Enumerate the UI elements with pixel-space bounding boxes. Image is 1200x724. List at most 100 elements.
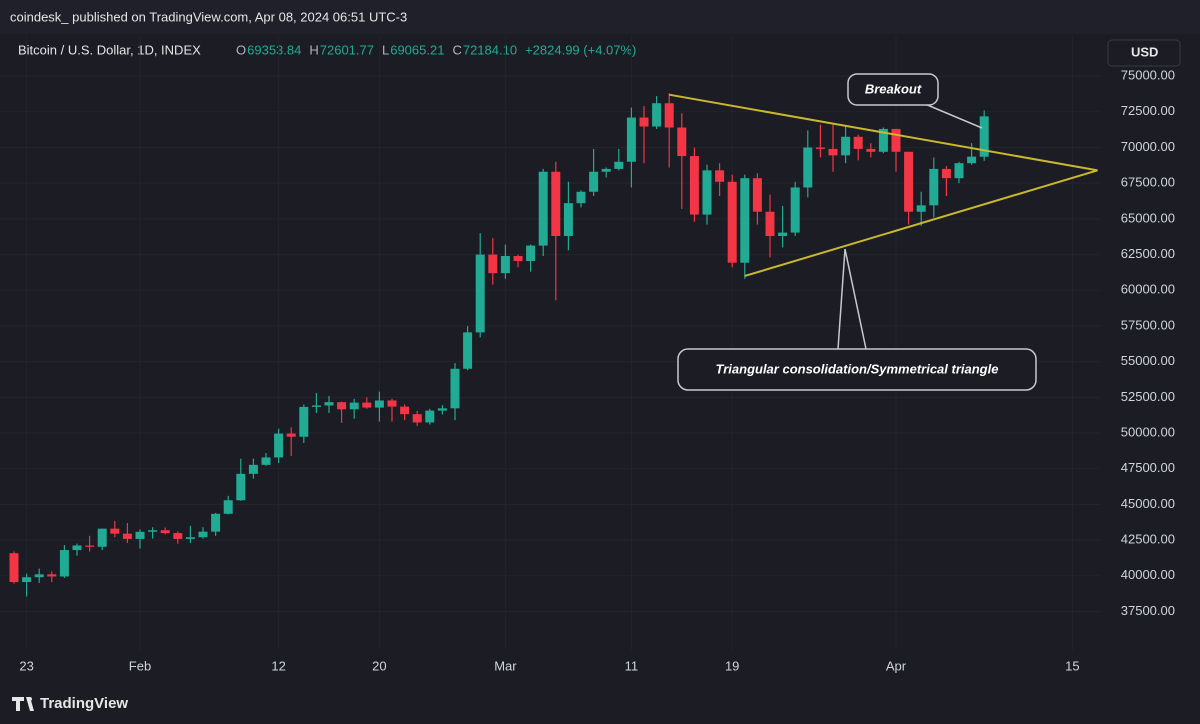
- candle-body: [400, 406, 410, 415]
- candle-body: [790, 187, 800, 233]
- ohlc-key: O: [236, 42, 246, 57]
- candle-body: [72, 545, 82, 551]
- candle-body: [815, 147, 825, 149]
- y-tick-label: 55000.00: [1121, 353, 1175, 368]
- candle-body: [198, 531, 208, 538]
- candle-body: [752, 178, 762, 212]
- candle-body: [803, 147, 813, 188]
- y-tick-label: 60000.00: [1121, 282, 1175, 297]
- y-tick-label: 52500.00: [1121, 389, 1175, 404]
- candle-body: [563, 203, 573, 237]
- candle-body: [941, 168, 951, 179]
- candle-body: [916, 205, 926, 212]
- candle-body: [122, 533, 132, 539]
- x-tick-label: 23: [19, 658, 33, 673]
- candle-body: [702, 170, 712, 215]
- candle-body: [538, 171, 548, 246]
- annotation: Breakout: [865, 81, 922, 96]
- candle-body: [677, 127, 687, 157]
- y-tick-label: 70000.00: [1121, 139, 1175, 154]
- candle-body: [639, 117, 649, 127]
- candle-body: [34, 574, 44, 578]
- trendline: [744, 169, 1098, 277]
- y-tick-label: 67500.00: [1121, 175, 1175, 190]
- ohlc-value: 69353.84: [247, 42, 301, 57]
- x-tick-label: 15: [1065, 658, 1079, 673]
- x-tick-label: Apr: [886, 658, 907, 673]
- currency: USD: [1131, 44, 1158, 59]
- candle-body: [576, 191, 586, 204]
- candle-body: [551, 171, 561, 237]
- candle-body: [727, 181, 737, 263]
- candle-body: [589, 171, 599, 192]
- candle-body: [362, 402, 372, 408]
- candle-body: [463, 332, 473, 369]
- callout-pointer: [924, 103, 983, 129]
- candle-body: [387, 400, 397, 407]
- candle-body: [85, 545, 95, 547]
- candle-body: [248, 464, 258, 474]
- candle-body: [9, 553, 19, 583]
- candle-body: [211, 513, 221, 532]
- y-tick-label: 72500.00: [1121, 103, 1175, 118]
- ohlc-value: 72601.77: [320, 42, 374, 57]
- candle-body: [22, 577, 32, 583]
- y-tick-label: 47500.00: [1121, 460, 1175, 475]
- trendline: [669, 93, 1098, 172]
- candle-body: [652, 103, 662, 127]
- candle-body: [828, 148, 838, 156]
- candle-body: [866, 148, 876, 152]
- candle-body: [778, 232, 788, 237]
- y-tick-label: 37500.00: [1121, 603, 1175, 618]
- candle-body: [513, 255, 523, 261]
- candle-body: [500, 255, 510, 274]
- candle-body: [173, 533, 183, 539]
- candle-body: [967, 156, 977, 164]
- x-tick-label: Feb: [129, 658, 151, 673]
- symbol: Bitcoin / U.S. Dollar, 1D, INDEX: [18, 42, 201, 57]
- y-tick-label: 42500.00: [1121, 532, 1175, 547]
- candle-body: [740, 178, 750, 263]
- callout-box: [677, 348, 1037, 391]
- candle-body: [841, 136, 851, 156]
- x-tick-label: 20: [372, 658, 386, 673]
- candle-body: [261, 457, 271, 465]
- candle-body: [765, 211, 775, 237]
- candle-body: [437, 408, 447, 411]
- candle-body: [110, 528, 120, 534]
- candle-body: [904, 151, 914, 212]
- candle-body: [148, 530, 158, 532]
- candle-body: [274, 433, 284, 458]
- x-tick-label: 12: [271, 658, 285, 673]
- candle-body: [715, 170, 725, 182]
- candle-body: [878, 128, 888, 152]
- candle-body: [979, 116, 989, 157]
- candle-body: [488, 254, 498, 274]
- footer: TradingView: [12, 695, 128, 712]
- candle-body: [236, 473, 246, 501]
- currency-button[interactable]: [1107, 39, 1181, 67]
- candle-body: [349, 402, 359, 410]
- ohlc-value: 72184.10: [463, 42, 517, 57]
- ohlc-value: 69065.21: [390, 42, 444, 57]
- candle-body: [223, 500, 233, 514]
- x-tick-label: 11: [625, 658, 639, 673]
- candle-body: [374, 400, 384, 408]
- candle-body: [185, 537, 195, 539]
- candle-body: [614, 161, 624, 169]
- y-tick-label: 50000.00: [1121, 424, 1175, 439]
- candle-body: [954, 163, 964, 179]
- candle-body: [626, 117, 636, 162]
- top-bar: [0, 0, 1200, 34]
- logo: [12, 697, 34, 711]
- symbol-legend: Bitcoin / U.S. Dollar, 1D, INDEX O 69353.…: [18, 42, 636, 57]
- annotation: Triangular consolidation/Symmetrical tri…: [716, 361, 999, 376]
- candle-body: [425, 410, 435, 423]
- y-tick-label: 40000.00: [1121, 567, 1175, 582]
- y-tick-label: 75000.00: [1121, 68, 1175, 83]
- candle-body: [450, 368, 460, 409]
- candle-body: [97, 528, 107, 547]
- candle-body: [299, 406, 309, 437]
- candle-body: [47, 574, 57, 577]
